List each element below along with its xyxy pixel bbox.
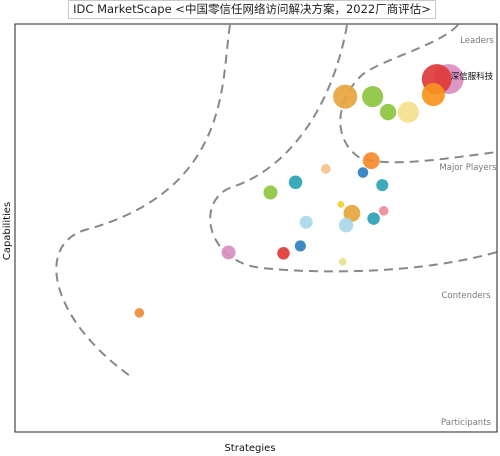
plot-frame (14, 23, 498, 433)
vendor-bubble-6 (362, 86, 384, 108)
callout-label: 深信服科技 (451, 71, 494, 82)
vendor-bubble-24 (134, 308, 145, 318)
leaders-boundary (339, 24, 498, 164)
vendor-bubble-5 (379, 103, 397, 121)
vendor-bubble-16 (338, 217, 354, 233)
vendor-bubble-4 (397, 101, 419, 123)
zone-label-participants: Participants (441, 418, 492, 428)
contenders-boundary (209, 24, 498, 273)
vendor-bubble-19 (299, 215, 313, 229)
vendor-bubble-23 (221, 245, 236, 260)
vendor-bubble-7 (333, 84, 358, 109)
y-axis-label: Capabilities (2, 202, 13, 260)
vendor-bubble-22 (338, 258, 347, 266)
vendor-bubble-18 (378, 206, 389, 216)
vendor-bubble-3 (421, 83, 445, 107)
vendor-bubble-17 (367, 212, 380, 225)
vendor-bubble-20 (294, 240, 306, 252)
vendor-bubble-14 (343, 204, 361, 222)
vendor-bubble-21 (277, 247, 290, 260)
vendor-bubble-13 (263, 185, 278, 200)
zone-label-contenders: Contenders (441, 291, 491, 301)
vendor-bubble-11 (321, 164, 331, 174)
zone-label-major-players: Major Players (439, 163, 497, 173)
vendor-bubble-15 (337, 200, 345, 208)
vendor-bubble-10 (376, 179, 389, 192)
vendor-bubble-9 (357, 167, 369, 178)
vendor-bubble-12 (288, 175, 303, 190)
vendor-bubble-8 (362, 152, 380, 170)
participants-boundary (55, 24, 231, 379)
x-axis-label: Strategies (224, 443, 275, 454)
chart-title: IDC MarketScape <中国零信任网络访问解决方案，2022厂商评估> (68, 0, 436, 19)
zone-label-leaders: Leaders (460, 36, 494, 46)
